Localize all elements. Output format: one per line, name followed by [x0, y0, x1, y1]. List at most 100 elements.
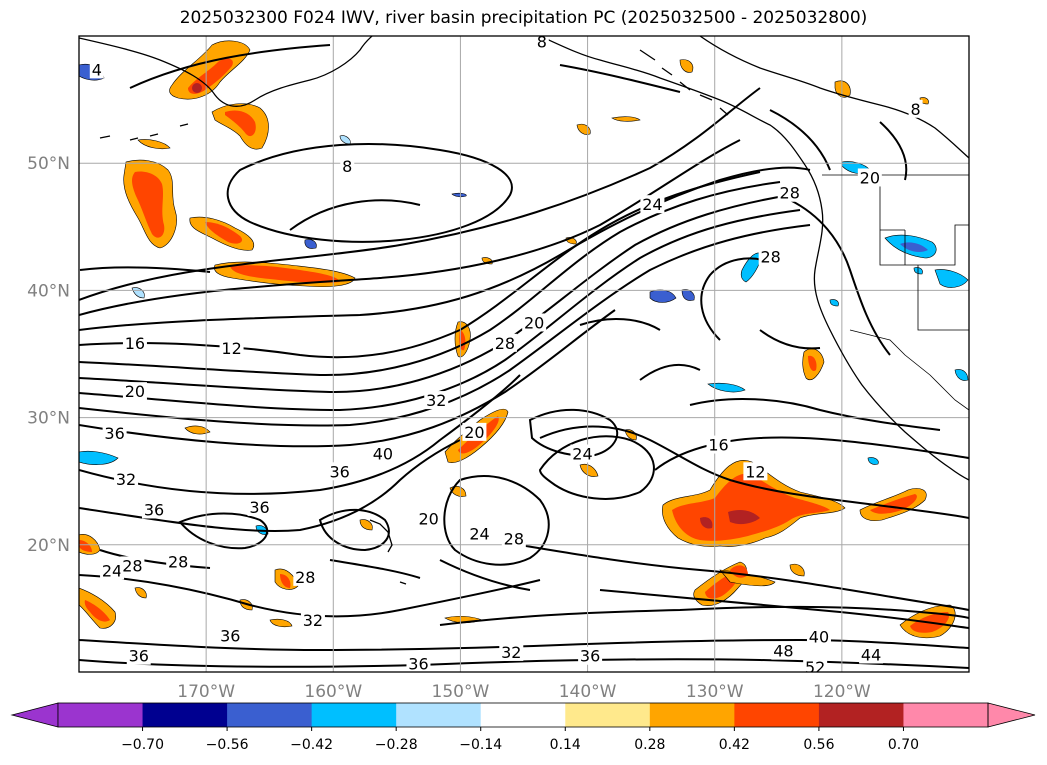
contour-label-bg [370, 444, 395, 463]
contour-label-text: 28 [780, 184, 800, 203]
contour-label-bg [122, 382, 147, 401]
contour-label-text: 36 [580, 647, 600, 666]
contour-label-bg [142, 500, 167, 519]
colorbar-tick-label: −0.56 [206, 737, 249, 753]
colorbar-over-extension [987, 702, 1036, 728]
contour-label-bg [777, 183, 802, 202]
colorbar-segment [818, 703, 904, 727]
contour-label: 28 [501, 529, 526, 549]
contour-label-bg [499, 642, 524, 661]
lon-tick-label: 150°W [432, 682, 490, 702]
colorbar-segments [10, 702, 1036, 728]
contour-label-text: 28 [295, 568, 315, 587]
contour-label: 24 [467, 524, 492, 544]
contour-label-text: 28 [168, 553, 188, 572]
contour-label: 32 [424, 391, 449, 410]
gridlines [79, 36, 969, 672]
contour-label: 16 [122, 333, 147, 353]
contour-label: 36 [218, 626, 243, 645]
colorbar-segment [649, 703, 735, 727]
contour-label: 20 [462, 422, 487, 442]
contour-label-bg [406, 654, 431, 672]
colorbar-segment [58, 703, 144, 727]
contour-label-text: 8 [342, 157, 352, 176]
contour-label-bg [120, 556, 145, 575]
contour-label-text: 40 [809, 628, 829, 647]
colorbar-segment [311, 703, 397, 727]
contour-label-text: 36 [329, 462, 349, 481]
contour-label: 28 [758, 247, 783, 266]
contour-label-bg [114, 469, 139, 488]
contour-label-text: 40 [373, 444, 393, 463]
lat-tick-label: 40°N [27, 281, 70, 301]
contour-label-bg [462, 422, 487, 441]
contour-label-text: 36 [144, 500, 164, 519]
contour-label-bg [416, 509, 441, 528]
contour-label: 40 [806, 627, 831, 647]
contour-label-text: 28 [122, 556, 142, 575]
contour-label-text: 44 [861, 645, 881, 664]
coastlines [79, 36, 969, 585]
lon-tick-label: 130°W [686, 682, 744, 702]
contour-label-bg [122, 333, 147, 352]
lon-tick-label: 140°W [559, 682, 617, 702]
contour-label-text: 28 [504, 530, 524, 549]
contour-label: 20 [122, 382, 147, 401]
contour-label-text: 20 [524, 313, 544, 332]
colorbar-tick-label: −0.42 [290, 737, 333, 753]
contour-label-bg [859, 645, 884, 664]
colorbar-segment [480, 703, 566, 727]
contour-label-bg [743, 462, 768, 481]
lon-tick-label: 170°W [177, 682, 235, 702]
contour-label-text: 36 [408, 654, 428, 673]
contour-label: 28 [120, 556, 145, 575]
lat-tick-label: 50°N [27, 154, 70, 174]
contour-label: 20 [522, 313, 547, 332]
contour-label: 20 [857, 168, 882, 187]
contour-label-text: 4 [92, 60, 102, 79]
colorbar-segment [734, 703, 820, 727]
contour-label-bg [706, 435, 731, 454]
contour-label: 44 [859, 645, 884, 664]
contour-label-bg [771, 641, 796, 660]
contour-label: 36 [126, 646, 151, 666]
contour-label-text: 16 [125, 334, 145, 353]
contour-label-text: 24 [469, 525, 489, 544]
contour-label-bg [300, 611, 325, 630]
contour-label-bg [578, 646, 603, 665]
political-borders [822, 174, 969, 411]
lon-tick-label: 160°W [304, 682, 362, 702]
colorbar-ticks: −0.70 −0.56 −0.42 −0.28 −0.14 0.14 0.28 0.42 0.5… [121, 727, 919, 753]
contour-label-text: 20 [860, 168, 880, 187]
colorbar-tick-label: 0.56 [803, 737, 834, 753]
colorbar-tick-label: 0.42 [719, 737, 750, 753]
longitude-tick-labels: 170°W 160°W 150°W 140°W 130°W 120°W [177, 682, 871, 702]
contour-label: 20 [416, 509, 441, 528]
colorbar-frame [57, 702, 989, 728]
contour-label: 12 [219, 338, 244, 358]
contour-label-text: 8 [911, 100, 921, 119]
contour-label: 24 [100, 561, 125, 581]
colorbar-segment [227, 703, 313, 727]
contour-label: 40 [370, 444, 395, 463]
contour-label: 36 [247, 497, 272, 517]
lon-tick-label: 120°W [813, 682, 871, 702]
contour-label: 28 [777, 183, 802, 203]
contour-label: 32 [114, 469, 139, 489]
contour-label-bg [758, 247, 783, 266]
colorbar-tick-label: 0.28 [634, 737, 665, 753]
contour-label: 36 [102, 424, 127, 443]
contour-label-bg [100, 561, 125, 580]
contour-label-text: 20 [125, 382, 145, 401]
contour-label-text: 32 [501, 643, 521, 662]
contour-label-text: 28 [495, 334, 515, 353]
contour-label-bg [806, 627, 831, 646]
contour-label: 36 [578, 646, 603, 666]
colorbar-tick-label: 0.14 [550, 737, 581, 753]
contour-label: 8 [908, 99, 923, 119]
contour-label: 24 [640, 195, 665, 214]
contour-label-bg [89, 60, 104, 79]
contour-label: 16 [706, 435, 731, 455]
contour-label-bg [492, 333, 517, 352]
